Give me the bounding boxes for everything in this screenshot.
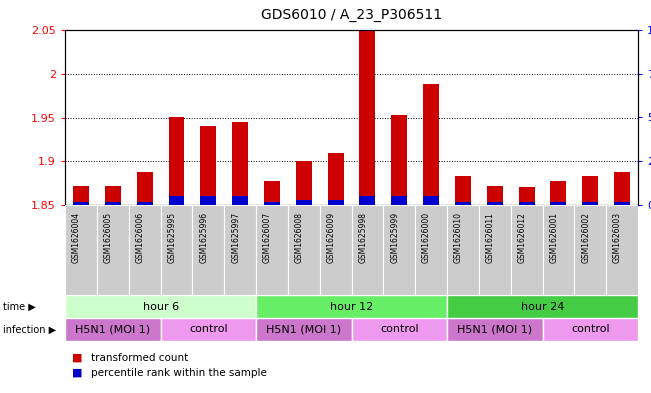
Text: time ▶: time ▶ [3,301,36,312]
Bar [352,318,447,341]
Text: GSM1626005: GSM1626005 [104,212,113,263]
Bar [129,205,161,295]
Bar [510,205,542,295]
Bar [232,196,248,205]
Bar [447,318,542,341]
Bar [359,28,376,205]
Bar [455,202,471,205]
Text: GSM1626004: GSM1626004 [72,212,81,263]
Bar [582,176,598,205]
Bar [391,115,408,205]
Bar [105,202,121,205]
Bar [201,126,216,205]
Bar [551,202,566,205]
Text: H5N1 (MOI 1): H5N1 (MOI 1) [457,325,533,334]
Bar [193,205,224,295]
Bar [296,200,312,205]
Bar [169,196,184,205]
Text: GSM1626002: GSM1626002 [581,212,590,263]
Text: infection ▶: infection ▶ [3,325,57,334]
Text: percentile rank within the sample: percentile rank within the sample [91,368,267,378]
Text: GSM1625999: GSM1625999 [391,212,399,263]
Bar [264,180,280,205]
Bar [296,161,312,205]
Bar [391,196,408,205]
Text: ■: ■ [72,368,82,378]
Bar [415,205,447,295]
Text: GSM1626012: GSM1626012 [518,212,527,263]
Bar [65,205,97,295]
Bar [264,202,280,205]
Text: GSM1625996: GSM1625996 [199,212,208,263]
Bar [352,205,383,295]
Text: hour 12: hour 12 [330,301,373,312]
Bar [320,205,352,295]
Text: GSM1626007: GSM1626007 [263,212,272,263]
Bar [256,318,352,341]
Bar [574,205,606,295]
Bar [447,295,638,318]
Text: GSM1625997: GSM1625997 [231,212,240,263]
Bar [97,205,129,295]
Text: transformed count: transformed count [91,353,188,363]
Bar [447,205,479,295]
Text: GSM1625998: GSM1625998 [359,212,367,263]
Text: GSM1626003: GSM1626003 [613,212,622,263]
Bar [65,295,256,318]
Bar [383,205,415,295]
Bar [455,176,471,205]
Text: GSM1626000: GSM1626000 [422,212,431,263]
Bar [256,205,288,295]
Bar [137,172,152,205]
Bar [359,196,376,205]
Bar [519,187,534,205]
Bar [487,202,503,205]
Bar [327,152,344,205]
Bar [582,202,598,205]
Text: ■: ■ [72,353,82,363]
Bar [423,84,439,205]
Bar [232,122,248,205]
Bar [606,205,638,295]
Text: hour 6: hour 6 [143,301,178,312]
Text: GDS6010 / A_23_P306511: GDS6010 / A_23_P306511 [261,8,442,22]
Bar [201,196,216,205]
Bar [65,318,161,341]
Bar [551,180,566,205]
Bar [169,118,184,205]
Text: H5N1 (MOI 1): H5N1 (MOI 1) [76,325,150,334]
Text: control: control [380,325,419,334]
Bar [614,202,630,205]
Bar [105,186,121,205]
Bar [519,202,534,205]
Text: hour 24: hour 24 [521,301,564,312]
Bar [542,205,574,295]
Text: GSM1626001: GSM1626001 [549,212,559,263]
Bar [73,186,89,205]
Bar [423,196,439,205]
Text: GSM1626009: GSM1626009 [327,212,336,263]
Text: GSM1625995: GSM1625995 [167,212,176,263]
Bar [161,205,193,295]
Text: GSM1626006: GSM1626006 [135,212,145,263]
Text: GSM1626011: GSM1626011 [486,212,495,263]
Bar [161,318,256,341]
Bar [256,295,447,318]
Bar [73,202,89,205]
Text: control: control [189,325,228,334]
Text: GSM1626008: GSM1626008 [295,212,304,263]
Text: GSM1626010: GSM1626010 [454,212,463,263]
Bar [327,200,344,205]
Bar [288,205,320,295]
Bar [487,186,503,205]
Text: H5N1 (MOI 1): H5N1 (MOI 1) [266,325,341,334]
Bar [479,205,510,295]
Text: control: control [571,325,609,334]
Bar [614,172,630,205]
Bar [224,205,256,295]
Bar [542,318,638,341]
Bar [137,202,152,205]
